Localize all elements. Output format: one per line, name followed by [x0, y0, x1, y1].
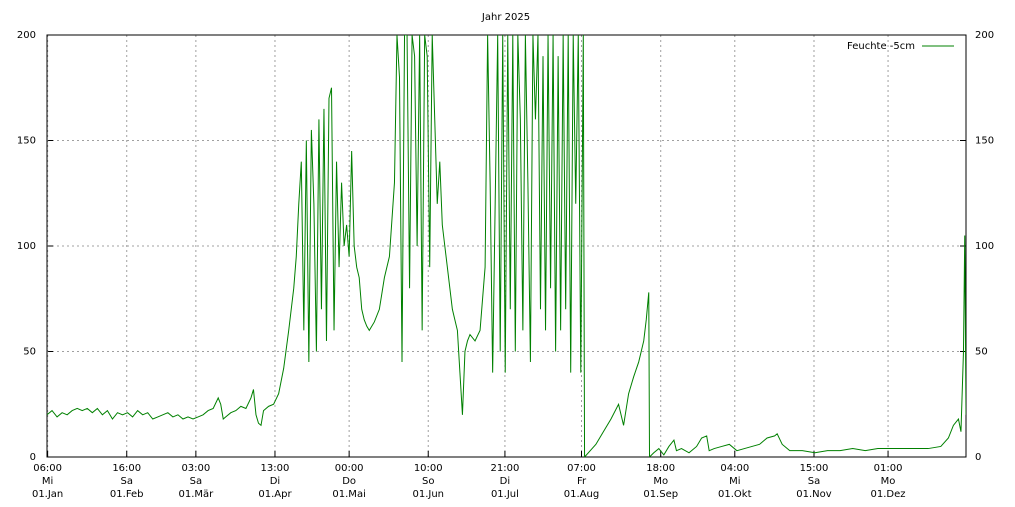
- x-tick-label: 01.Okt: [718, 489, 752, 500]
- x-tick-label: 00:00: [335, 463, 364, 474]
- x-tick-label: Do: [342, 476, 356, 487]
- y2-tick-label: 150: [975, 136, 994, 147]
- x-tick-label: Sa: [120, 476, 132, 487]
- x-tick-label: 01:00: [874, 463, 903, 474]
- y-tick-label: 150: [17, 136, 36, 147]
- x-tick-label: 01.Feb: [110, 489, 144, 500]
- chart-title: Jahr 2025: [481, 12, 530, 23]
- x-tick-label: 16:00: [112, 463, 141, 474]
- x-tick-label: 01.Nov: [796, 489, 832, 500]
- legend-label: Feuchte -5cm: [847, 41, 915, 52]
- y2-tick-label: 0: [975, 452, 981, 463]
- x-tick-label: 01.Apr: [258, 489, 292, 500]
- x-tick-label: 04:00: [720, 463, 749, 474]
- x-tick-label: Mo: [653, 476, 668, 487]
- x-tick-label: So: [422, 476, 434, 487]
- x-tick-label: Mi: [729, 476, 740, 487]
- x-tick-label: 01.Jul: [491, 489, 519, 500]
- x-tick-label: 01.Aug: [564, 489, 599, 500]
- x-tick-label: 01.Dez: [871, 489, 906, 500]
- x-tick-label: Mo: [881, 476, 896, 487]
- x-tick-label: Di: [270, 476, 280, 487]
- x-tick-label: 21:00: [491, 463, 520, 474]
- y-tick-label: 200: [17, 30, 36, 41]
- x-tick-label: 01.Jun: [412, 489, 444, 500]
- x-tick-label: 13:00: [261, 463, 290, 474]
- x-tick-label: Sa: [190, 476, 202, 487]
- y2-tick-label: 100: [975, 241, 994, 252]
- x-tick-label: Mi: [42, 476, 53, 487]
- y-tick-label: 50: [23, 347, 36, 358]
- x-tick-label: Di: [500, 476, 510, 487]
- x-tick-label: 03:00: [181, 463, 210, 474]
- data-line: [47, 35, 966, 457]
- x-tick-label: 01.Jan: [32, 489, 63, 500]
- x-tick-label: 01.Sep: [643, 489, 678, 500]
- y-tick-label: 100: [17, 241, 36, 252]
- x-tick-label: 01.Mär: [178, 489, 214, 500]
- x-tick-label: 06:00: [33, 463, 62, 474]
- plot-frame: [46, 34, 967, 458]
- x-tick-label: 15:00: [800, 463, 829, 474]
- x-tick-label: 10:00: [414, 463, 443, 474]
- y2-tick-label: 50: [975, 347, 988, 358]
- y-tick-label: 0: [30, 452, 36, 463]
- x-tick-label: 07:00: [567, 463, 596, 474]
- x-tick-label: Sa: [808, 476, 820, 487]
- y2-tick-label: 200: [975, 30, 994, 41]
- x-tick-label: 18:00: [646, 463, 675, 474]
- x-tick-label: Fr: [577, 476, 587, 487]
- x-tick-label: 01.Mai: [332, 489, 365, 500]
